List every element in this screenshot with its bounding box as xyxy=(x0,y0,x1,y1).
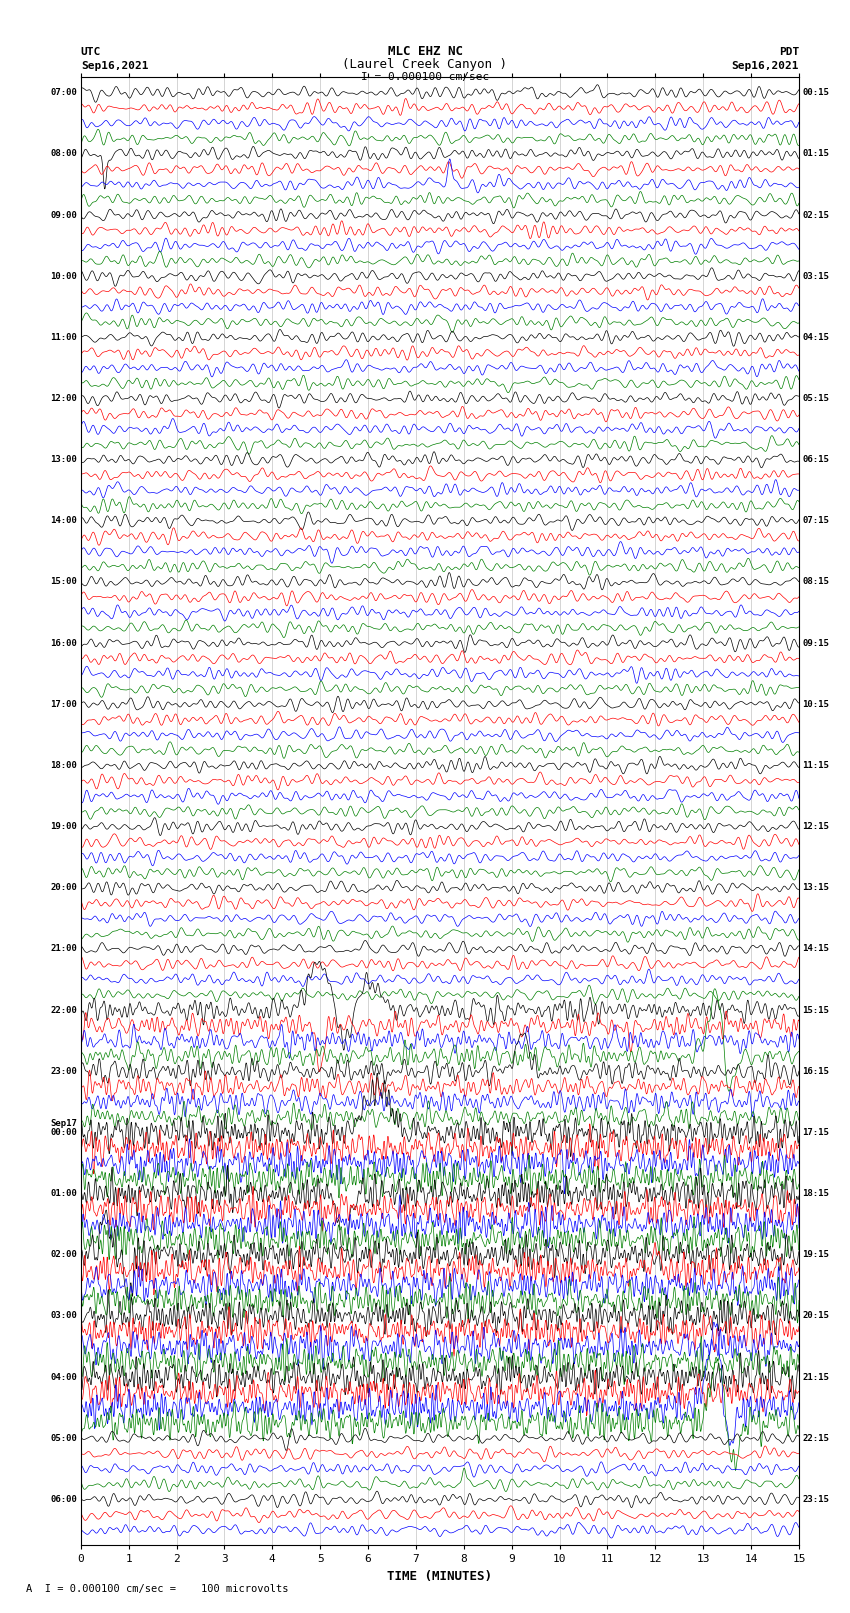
Text: MLC EHZ NC: MLC EHZ NC xyxy=(388,45,462,58)
Text: 18:15: 18:15 xyxy=(802,1189,830,1198)
Text: 06:15: 06:15 xyxy=(802,455,830,465)
Text: 09:15: 09:15 xyxy=(802,639,830,648)
Text: 13:15: 13:15 xyxy=(802,884,830,892)
Text: 03:15: 03:15 xyxy=(802,271,830,281)
Text: 04:15: 04:15 xyxy=(802,332,830,342)
Text: 04:00: 04:00 xyxy=(50,1373,77,1382)
Text: 15:15: 15:15 xyxy=(802,1005,830,1015)
Text: 11:00: 11:00 xyxy=(50,332,77,342)
Text: PDT: PDT xyxy=(779,47,799,56)
Text: 17:00: 17:00 xyxy=(50,700,77,708)
Text: 07:00: 07:00 xyxy=(50,89,77,97)
Text: 12:15: 12:15 xyxy=(802,823,830,831)
Text: Sep16,2021: Sep16,2021 xyxy=(732,61,799,71)
Text: 05:00: 05:00 xyxy=(50,1434,77,1442)
Text: 16:00: 16:00 xyxy=(50,639,77,648)
Text: Sep17: Sep17 xyxy=(50,1119,77,1127)
Text: A  I = 0.000100 cm/sec =    100 microvolts: A I = 0.000100 cm/sec = 100 microvolts xyxy=(26,1584,288,1594)
Text: 01:00: 01:00 xyxy=(50,1189,77,1198)
Text: 00:00: 00:00 xyxy=(50,1127,77,1137)
Text: 08:15: 08:15 xyxy=(802,577,830,587)
Text: 20:00: 20:00 xyxy=(50,884,77,892)
Text: 02:00: 02:00 xyxy=(50,1250,77,1260)
Text: 21:00: 21:00 xyxy=(50,945,77,953)
Text: 22:00: 22:00 xyxy=(50,1005,77,1015)
Text: 21:15: 21:15 xyxy=(802,1373,830,1382)
Text: 18:00: 18:00 xyxy=(50,761,77,769)
Text: 14:00: 14:00 xyxy=(50,516,77,526)
Text: 08:00: 08:00 xyxy=(50,150,77,158)
Text: 23:15: 23:15 xyxy=(802,1495,830,1503)
Text: 07:15: 07:15 xyxy=(802,516,830,526)
Text: 19:15: 19:15 xyxy=(802,1250,830,1260)
Text: 09:00: 09:00 xyxy=(50,211,77,219)
Text: 16:15: 16:15 xyxy=(802,1066,830,1076)
X-axis label: TIME (MINUTES): TIME (MINUTES) xyxy=(388,1569,492,1582)
Text: UTC: UTC xyxy=(81,47,101,56)
Text: 06:00: 06:00 xyxy=(50,1495,77,1503)
Text: 03:00: 03:00 xyxy=(50,1311,77,1321)
Text: 14:15: 14:15 xyxy=(802,945,830,953)
Text: 10:15: 10:15 xyxy=(802,700,830,708)
Text: 00:15: 00:15 xyxy=(802,89,830,97)
Text: 01:15: 01:15 xyxy=(802,150,830,158)
Text: Sep16,2021: Sep16,2021 xyxy=(81,61,148,71)
Text: 02:15: 02:15 xyxy=(802,211,830,219)
Text: 23:00: 23:00 xyxy=(50,1066,77,1076)
Text: 05:15: 05:15 xyxy=(802,394,830,403)
Text: 22:15: 22:15 xyxy=(802,1434,830,1442)
Text: 12:00: 12:00 xyxy=(50,394,77,403)
Text: (Laurel Creek Canyon ): (Laurel Creek Canyon ) xyxy=(343,58,507,71)
Text: 13:00: 13:00 xyxy=(50,455,77,465)
Text: 20:15: 20:15 xyxy=(802,1311,830,1321)
Text: 11:15: 11:15 xyxy=(802,761,830,769)
Text: 10:00: 10:00 xyxy=(50,271,77,281)
Text: 17:15: 17:15 xyxy=(802,1127,830,1137)
Text: 19:00: 19:00 xyxy=(50,823,77,831)
Text: 15:00: 15:00 xyxy=(50,577,77,587)
Text: I = 0.000100 cm/sec: I = 0.000100 cm/sec xyxy=(361,73,489,82)
